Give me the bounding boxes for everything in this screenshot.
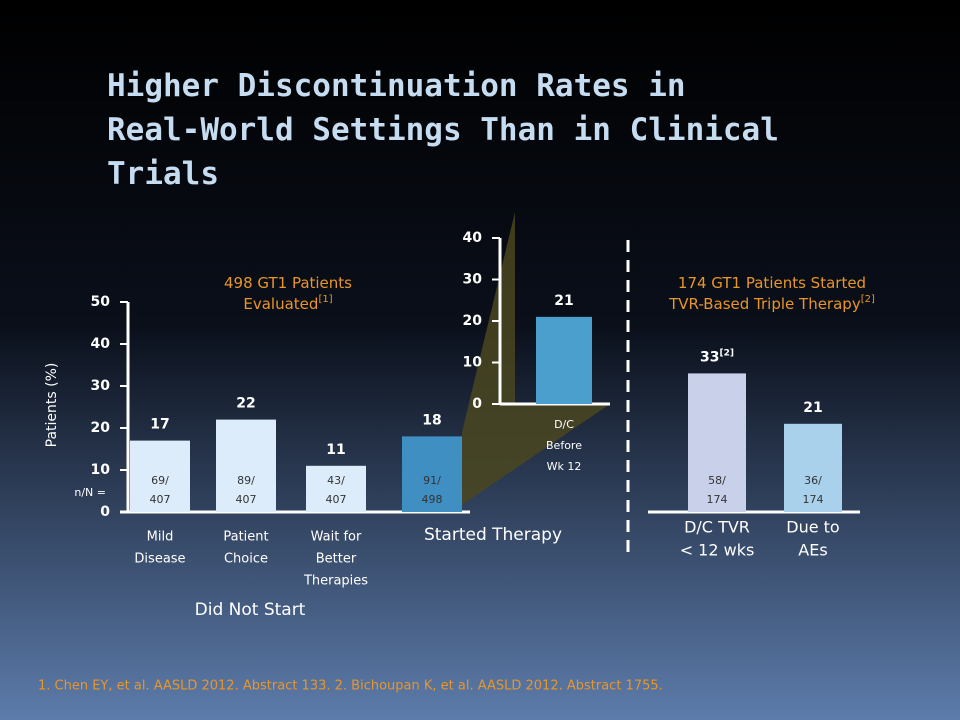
category-label: Due to [786,518,839,537]
value: 21 [803,400,822,416]
category-label: Wk 12 [547,460,582,473]
category-label: Patient [223,530,268,545]
y-tick-label: 50 [91,294,111,310]
category-label: Choice [224,552,268,567]
value: 17 [150,417,169,433]
subtitle-line: 174 GT1 Patients Started [678,274,866,292]
n-label: 69/ [151,474,169,487]
value-label: 18 [422,412,441,428]
subtitle-ref: [1] [318,294,332,305]
value: 33 [700,349,719,365]
category-label: Before [546,439,582,452]
category-label: Better [316,552,357,567]
y-tick-label: 20 [463,313,483,329]
N-label: 407 [326,493,347,506]
value: 11 [326,442,345,458]
value-label: 21 [803,400,822,416]
category-label: Mild [147,530,174,545]
bar [402,436,462,512]
N-label: 174 [803,493,824,506]
slide-title: Trials [107,156,219,192]
y-tick-label: 10 [463,355,483,371]
category-label: D/C TVR [684,518,750,537]
bar [216,419,276,512]
value: 22 [236,396,255,412]
n-label: 89/ [237,474,255,487]
bar [784,423,842,512]
y-tick-label: 10 [91,462,111,478]
category-label: Wait for [311,530,362,545]
bar [306,465,366,512]
category-label: AEs [798,541,827,560]
n-label: 91/ [423,474,441,487]
y-tick-label: 20 [91,420,111,436]
n-label: 58/ [708,474,726,487]
y-tick-label: 40 [463,230,483,246]
y-tick-label: 30 [463,272,483,288]
y-tick-label: 30 [91,378,111,394]
N-label: 407 [150,493,171,506]
value-label: 22 [236,396,255,412]
chart-subtitle: Evaluated[1] [243,294,332,313]
bar [130,440,190,512]
footnote: 1. Chen EY, et al. AASLD 2012. Abstract … [38,679,663,694]
value-label: 21 [554,293,573,309]
chart-subtitle: TVR-Based Triple Therapy[2] [668,294,875,313]
y-tick-label: 0 [100,504,110,520]
subtitle-line: Evaluated [243,295,318,313]
value-label: 17 [150,417,169,433]
n-label: 36/ [804,474,822,487]
group-label: Did Not Start [195,600,306,620]
bar [688,373,746,512]
n-label-key: n/N = [74,486,106,499]
slide-title: Higher Discontinuation Rates in [107,68,686,104]
subtitle-line: TVR-Based Triple Therapy [668,295,861,313]
value-ref: [2] [719,348,734,358]
subtitle-ref: [2] [861,294,875,305]
N-label: 498 [422,493,443,506]
chart-subtitle: 498 GT1 Patients [224,274,352,292]
slide-title: Real-World Settings Than in Clinical [107,112,779,148]
value-label: 33[2] [700,348,734,366]
category-label: Disease [134,552,185,567]
category-label: D/C [554,418,574,431]
N-label: 174 [707,493,728,506]
bar [536,316,592,404]
y-axis-label: Patients (%) [44,363,60,448]
value-label: 11 [326,442,345,458]
value: 21 [554,293,573,309]
y-tick-label: 40 [91,336,111,352]
y-tick-label: 0 [472,396,482,412]
n-label: 43/ [327,474,345,487]
subtitle-line: 498 GT1 Patients [224,274,352,292]
value: 18 [422,412,441,428]
category-label: < 12 wks [680,541,755,560]
chart-subtitle: 174 GT1 Patients Started [678,274,866,292]
N-label: 407 [236,493,257,506]
category-label: Started Therapy [424,525,562,545]
category-label: Therapies [303,574,368,589]
